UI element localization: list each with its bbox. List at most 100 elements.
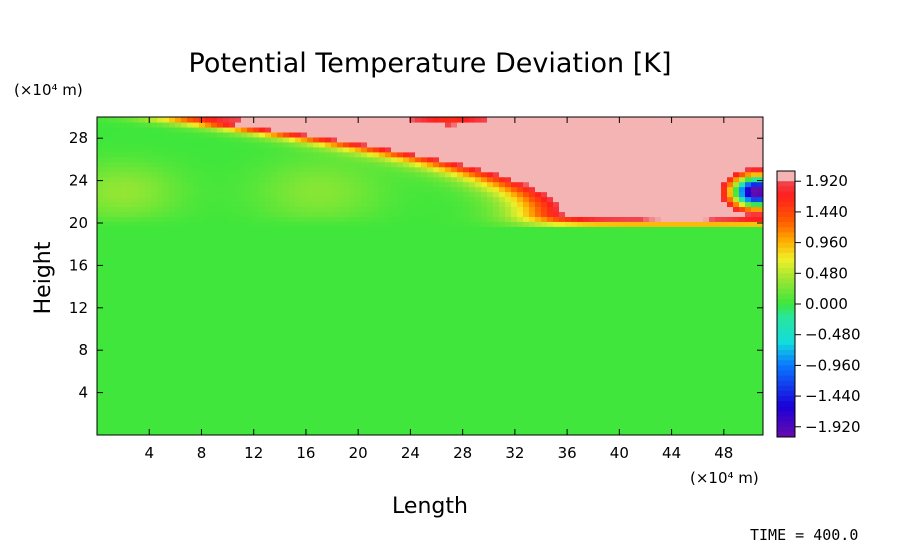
heatmap-cell — [649, 350, 656, 357]
heatmap-cell — [583, 290, 590, 297]
heatmap-cell — [709, 290, 716, 297]
heatmap-cell — [613, 246, 620, 252]
heatmap-cell — [589, 216, 596, 222]
heatmap-cell — [523, 310, 530, 317]
heatmap-cell — [157, 310, 164, 317]
heatmap-cell — [181, 345, 188, 352]
heatmap-cell — [529, 241, 536, 247]
heatmap-cell — [331, 276, 338, 282]
heatmap-cell — [127, 300, 134, 307]
heatmap-cell — [217, 330, 224, 337]
heatmap-cell — [367, 300, 374, 307]
heatmap-cell — [337, 226, 344, 232]
heatmap-cell — [703, 221, 710, 227]
heatmap-cell — [751, 360, 758, 367]
heatmap-cell — [565, 420, 572, 426]
heatmap-cell — [391, 385, 398, 391]
heatmap-cell — [349, 390, 356, 396]
heatmap-cell — [373, 315, 380, 322]
heatmap-cell — [409, 226, 416, 232]
heatmap-cell — [637, 340, 644, 347]
heatmap-cell — [685, 430, 692, 435]
heatmap-cell — [673, 345, 680, 352]
heatmap-cell — [391, 280, 398, 287]
heatmap-cell — [343, 216, 350, 222]
heatmap-cell — [265, 380, 272, 386]
heatmap-cell — [163, 285, 170, 292]
heatmap-cell — [535, 216, 542, 222]
heatmap-cell — [535, 410, 542, 416]
heatmap-cell — [589, 305, 596, 312]
heatmap-cell — [157, 320, 164, 327]
heatmap-cell — [571, 226, 578, 232]
heatmap-cell — [223, 340, 230, 347]
heatmap-cell — [271, 231, 278, 237]
heatmap-cell — [577, 370, 584, 376]
heatmap-cell — [277, 370, 284, 376]
heatmap-cell — [283, 310, 290, 317]
heatmap-cell — [115, 395, 122, 401]
heatmap-cell — [517, 365, 524, 372]
heatmap-cell — [487, 320, 494, 327]
heatmap-cell — [349, 276, 356, 282]
heatmap-cell — [523, 340, 530, 347]
heatmap-cell — [385, 271, 392, 277]
heatmap-cell — [367, 216, 374, 222]
heatmap-cell — [745, 266, 752, 272]
heatmap-cell — [685, 256, 692, 262]
heatmap-cell — [127, 261, 134, 267]
heatmap-cell — [115, 370, 122, 376]
heatmap-cell — [457, 335, 464, 342]
heatmap-cell — [361, 236, 368, 242]
heatmap-cell — [109, 400, 116, 406]
heatmap-cell — [649, 360, 656, 367]
heatmap-cell — [511, 305, 518, 312]
heatmap-cell — [349, 285, 356, 292]
heatmap-cell — [721, 236, 728, 242]
heatmap-cell — [553, 231, 560, 237]
heatmap-cell — [175, 305, 182, 312]
heatmap-cell — [241, 256, 248, 262]
heatmap-cell — [373, 335, 380, 342]
heatmap-cell — [439, 241, 446, 247]
heatmap-cell — [577, 251, 584, 257]
heatmap-cell — [421, 221, 428, 227]
heatmap-cell — [205, 290, 212, 297]
heatmap-cell — [223, 300, 230, 307]
heatmap-cell — [625, 266, 632, 272]
heatmap-cell — [469, 231, 476, 237]
heatmap-cell — [133, 340, 140, 347]
heatmap-cell — [565, 295, 572, 302]
heatmap-cell — [649, 400, 656, 406]
heatmap-cell — [421, 251, 428, 257]
heatmap-cell — [427, 221, 434, 227]
heatmap-cell — [445, 276, 452, 282]
heatmap-cell — [739, 370, 746, 376]
heatmap-cell — [319, 390, 326, 396]
heatmap-cell — [337, 325, 344, 332]
heatmap-cell — [229, 380, 236, 386]
heatmap-cell — [463, 420, 470, 426]
heatmap-cell — [253, 395, 260, 401]
heatmap-cell — [691, 410, 698, 416]
heatmap-cell — [349, 345, 356, 352]
heatmap-cell — [565, 290, 572, 297]
heatmap-cell — [463, 390, 470, 396]
heatmap-cell — [559, 305, 566, 312]
heatmap-cell — [583, 420, 590, 426]
heatmap-cell — [643, 300, 650, 307]
heatmap-cell — [529, 425, 536, 431]
heatmap-cell — [619, 261, 626, 267]
heatmap-cell — [229, 370, 236, 376]
heatmap-cell — [721, 246, 728, 252]
heatmap-cell — [355, 315, 362, 322]
heatmap-cell — [109, 246, 116, 252]
heatmap-cell — [661, 340, 668, 347]
heatmap-cell — [697, 305, 704, 312]
heatmap-cell — [289, 410, 296, 416]
heatmap-cell — [259, 345, 266, 352]
heatmap-cell — [271, 405, 278, 411]
heatmap-cell — [733, 276, 740, 282]
heatmap-cell — [607, 271, 614, 277]
heatmap-cell — [421, 295, 428, 302]
